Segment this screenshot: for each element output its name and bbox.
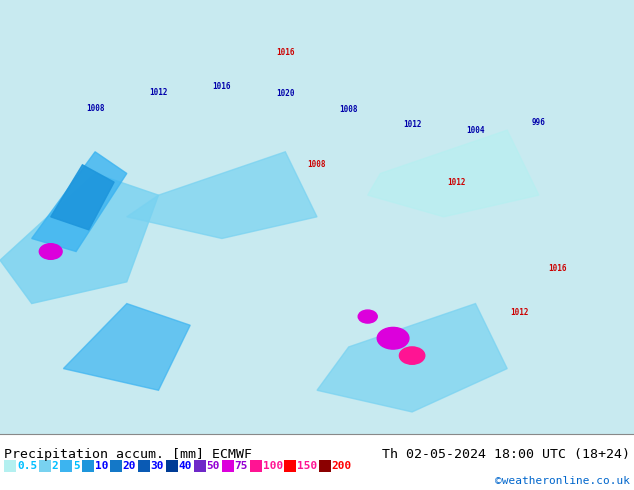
Text: 1016: 1016 [212, 82, 231, 91]
Text: 100: 100 [262, 461, 283, 471]
FancyBboxPatch shape [4, 460, 16, 472]
Text: 1012: 1012 [403, 121, 422, 129]
Circle shape [39, 244, 62, 259]
FancyBboxPatch shape [82, 460, 93, 472]
Circle shape [399, 347, 425, 364]
Circle shape [377, 327, 409, 349]
Text: 1004: 1004 [466, 125, 485, 135]
Text: 1012: 1012 [149, 88, 168, 98]
Text: 10: 10 [94, 461, 108, 471]
Polygon shape [32, 152, 127, 251]
Text: Th 02-05-2024 18:00 UTC (18+24): Th 02-05-2024 18:00 UTC (18+24) [382, 448, 630, 462]
Polygon shape [63, 304, 190, 390]
Text: ©weatheronline.co.uk: ©weatheronline.co.uk [495, 476, 630, 486]
Text: 0.5: 0.5 [17, 461, 37, 471]
Text: 996: 996 [532, 118, 546, 126]
Text: 50: 50 [207, 461, 220, 471]
FancyBboxPatch shape [165, 460, 178, 472]
FancyBboxPatch shape [250, 460, 261, 472]
Text: 75: 75 [235, 461, 248, 471]
FancyBboxPatch shape [318, 460, 330, 472]
Text: 30: 30 [150, 461, 164, 471]
FancyBboxPatch shape [193, 460, 205, 472]
Text: Precipitation accum. [mm] ECMWF: Precipitation accum. [mm] ECMWF [4, 448, 252, 462]
FancyBboxPatch shape [138, 460, 150, 472]
Polygon shape [317, 304, 507, 412]
Polygon shape [0, 173, 158, 304]
Text: 1008: 1008 [86, 104, 105, 113]
FancyBboxPatch shape [284, 460, 296, 472]
Text: 200: 200 [332, 461, 352, 471]
FancyBboxPatch shape [110, 460, 122, 472]
Text: 1016: 1016 [548, 265, 567, 273]
Text: 5: 5 [73, 461, 80, 471]
Text: 1008: 1008 [307, 160, 327, 169]
Text: 150: 150 [297, 461, 317, 471]
FancyBboxPatch shape [60, 460, 72, 472]
Polygon shape [368, 130, 539, 217]
Text: 20: 20 [122, 461, 136, 471]
Circle shape [358, 310, 377, 323]
FancyBboxPatch shape [39, 460, 51, 472]
Text: 1016: 1016 [276, 48, 295, 56]
Polygon shape [51, 165, 114, 230]
Text: 1008: 1008 [339, 105, 358, 114]
Text: 1012: 1012 [447, 178, 466, 187]
FancyBboxPatch shape [221, 460, 233, 472]
Text: 1020: 1020 [276, 89, 295, 98]
Text: 1012: 1012 [510, 308, 529, 317]
Text: 2: 2 [51, 461, 58, 471]
Polygon shape [127, 152, 317, 239]
Text: 40: 40 [179, 461, 192, 471]
